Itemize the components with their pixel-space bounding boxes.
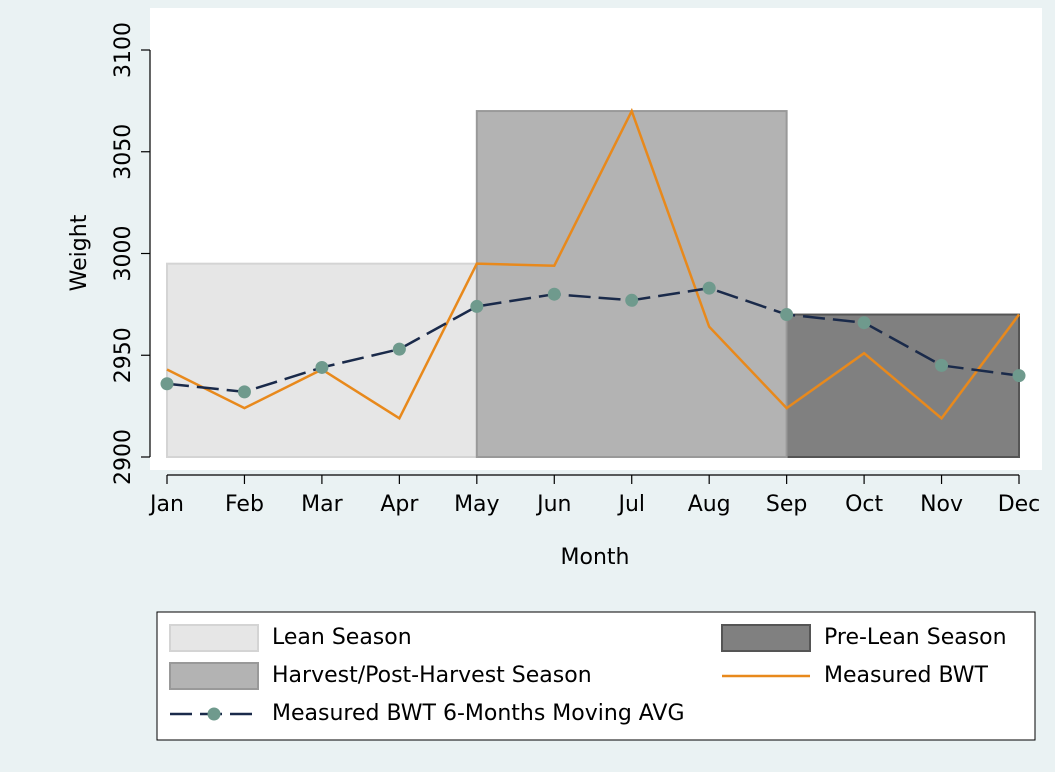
marker — [935, 358, 949, 372]
legend-swatch — [169, 662, 259, 690]
marker — [160, 377, 174, 391]
x-tick-label: Nov — [920, 492, 963, 517]
legend-label: Pre-Lean Season — [824, 625, 1007, 650]
x-axis-label: Month — [561, 545, 630, 570]
x-tick-label: May — [454, 492, 499, 517]
series-line — [166, 107, 1021, 421]
x-tick-label: Aug — [688, 492, 731, 517]
legend-marker — [207, 707, 221, 721]
x-tick-label: Jan — [148, 492, 184, 517]
x-tick-label: Apr — [380, 492, 419, 517]
marker — [470, 299, 484, 313]
x-tick-label: Dec — [998, 492, 1041, 517]
x-tick-label: Jun — [535, 492, 571, 517]
x-tick-label: Sep — [766, 492, 807, 517]
legend-label: Measured BWT 6-Months Moving AVG — [272, 701, 685, 726]
y-axis-label: Weight — [67, 214, 92, 291]
x-tick-label: Jul — [616, 492, 645, 517]
x-tick-label: Mar — [301, 492, 343, 517]
marker — [315, 360, 329, 374]
marker — [547, 287, 561, 301]
y-tick-label: 3000 — [111, 226, 136, 282]
y-tick-label: 3050 — [111, 124, 136, 180]
y-tick-label: 2950 — [111, 327, 136, 383]
legend-box — [156, 611, 1036, 741]
y-tick-label: 3100 — [111, 22, 136, 78]
legend-label: Harvest/Post-Harvest Season — [272, 663, 592, 688]
marker — [392, 342, 406, 356]
marker — [857, 316, 871, 330]
series-line — [166, 286, 1020, 394]
legend-label: Lean Season — [272, 625, 412, 650]
y-tick-label: 2900 — [111, 429, 136, 485]
legend-swatch — [169, 624, 259, 652]
marker — [625, 293, 639, 307]
marker — [1012, 369, 1026, 383]
season-band — [166, 262, 478, 458]
x-tick-label: Feb — [225, 492, 264, 517]
legend-swatch — [721, 624, 811, 652]
marker — [780, 308, 794, 322]
marker — [702, 281, 716, 295]
season-band — [475, 110, 788, 459]
x-tick-label: Oct — [845, 492, 883, 517]
legend-label: Measured BWT — [824, 663, 989, 688]
marker — [237, 385, 251, 399]
